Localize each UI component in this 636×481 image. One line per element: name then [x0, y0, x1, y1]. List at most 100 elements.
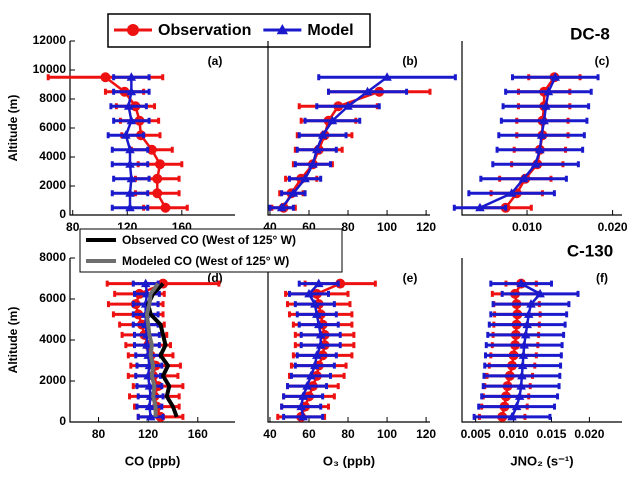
- x-tick-label: 0.015: [536, 427, 566, 441]
- point: [142, 340, 152, 349]
- point: [140, 278, 151, 288]
- inset-legend-label: Observed CO (West of 125° W): [122, 233, 296, 247]
- point: [514, 391, 525, 400]
- point: [155, 159, 165, 170]
- inset-legend-label: Modeled CO (West of 125° W): [122, 254, 289, 268]
- point: [302, 381, 312, 390]
- y-tick-label: 4000: [39, 149, 66, 163]
- point: [308, 159, 318, 168]
- point: [535, 288, 545, 298]
- y-tick-label: 4000: [39, 332, 66, 346]
- point: [517, 360, 528, 370]
- legend-marker: [276, 24, 289, 35]
- platform-label: C-130: [567, 241, 613, 260]
- point: [312, 144, 322, 154]
- x-tick-label: 120: [416, 220, 436, 234]
- point: [507, 411, 517, 421]
- series-line: [104, 76, 167, 209]
- point: [125, 202, 135, 212]
- point: [276, 202, 287, 212]
- point: [312, 350, 322, 359]
- x-axis-label: JNO₂ (s⁻¹): [510, 453, 573, 468]
- series: [144, 282, 160, 417]
- point: [530, 159, 541, 168]
- point: [310, 299, 320, 308]
- point: [315, 329, 326, 339]
- x-tick-label: 0.010: [512, 220, 542, 234]
- point: [125, 144, 135, 154]
- axis-line: [267, 41, 430, 216]
- x-axis-label: O₃ (ppb): [323, 453, 375, 468]
- point: [539, 115, 549, 125]
- series: [268, 72, 457, 212]
- point: [475, 202, 485, 212]
- point: [519, 340, 529, 349]
- point: [152, 173, 163, 184]
- panel-label: (b): [402, 54, 417, 68]
- point: [126, 115, 137, 125]
- x-tick-label: 100: [377, 220, 397, 234]
- point: [506, 188, 517, 197]
- x-tick-label: 80: [341, 220, 355, 234]
- point: [126, 72, 137, 81]
- series: [452, 72, 600, 212]
- panel-label: (c): [595, 54, 610, 68]
- y-axis-label: Altitude (m): [6, 307, 20, 374]
- point: [298, 411, 308, 421]
- x-tick-label: 0.010: [499, 427, 529, 441]
- point: [526, 299, 536, 308]
- point: [317, 130, 328, 139]
- y-tick-label: 6000: [39, 120, 66, 134]
- point: [362, 86, 373, 96]
- point: [312, 309, 322, 318]
- point: [343, 101, 353, 110]
- point: [516, 381, 526, 390]
- x-tick-label: 120: [138, 427, 158, 441]
- point: [306, 370, 316, 380]
- point: [304, 288, 314, 298]
- y-tick-label: 0: [59, 414, 66, 428]
- inset-legend: Observed CO (West of 125° W) Modeled CO (…: [79, 228, 343, 273]
- point: [123, 101, 134, 110]
- point: [541, 101, 551, 110]
- point: [315, 340, 326, 349]
- x-tick-label: 80: [92, 427, 106, 441]
- point: [382, 72, 392, 81]
- y-tick-label: 12000: [33, 33, 67, 47]
- x-tick-label: 80: [66, 220, 80, 234]
- y-axis-label: Altitude (m): [6, 95, 20, 162]
- x-tick-label: 0.020: [574, 427, 604, 441]
- axis-line: [267, 258, 430, 423]
- series-line: [124, 77, 133, 208]
- point: [511, 401, 522, 411]
- point: [327, 115, 338, 125]
- point: [516, 278, 526, 288]
- y-tick-label: 10000: [33, 62, 67, 76]
- point: [121, 130, 131, 139]
- point: [126, 173, 137, 183]
- point: [518, 173, 529, 183]
- legend-label: Observation: [158, 22, 251, 39]
- y-tick-label: 2000: [39, 178, 66, 192]
- point: [125, 188, 135, 197]
- point: [310, 360, 320, 370]
- point: [536, 130, 547, 139]
- series-line: [144, 282, 160, 417]
- point: [313, 278, 324, 288]
- y-tick-label: 6000: [39, 291, 66, 305]
- x-tick-label: 100: [377, 427, 397, 441]
- y-tick-label: 8000: [39, 250, 66, 264]
- axis-line: [461, 258, 622, 423]
- legend: Observation Model: [107, 13, 371, 48]
- point: [125, 159, 135, 168]
- x-axis-label: CO (ppb): [125, 453, 181, 468]
- point: [100, 72, 111, 83]
- panel-label: (e): [403, 271, 418, 285]
- series: [106, 72, 151, 212]
- point: [313, 319, 324, 329]
- point: [296, 401, 306, 411]
- point: [535, 144, 545, 154]
- point: [144, 401, 155, 411]
- y-tick-label: 0: [59, 207, 66, 221]
